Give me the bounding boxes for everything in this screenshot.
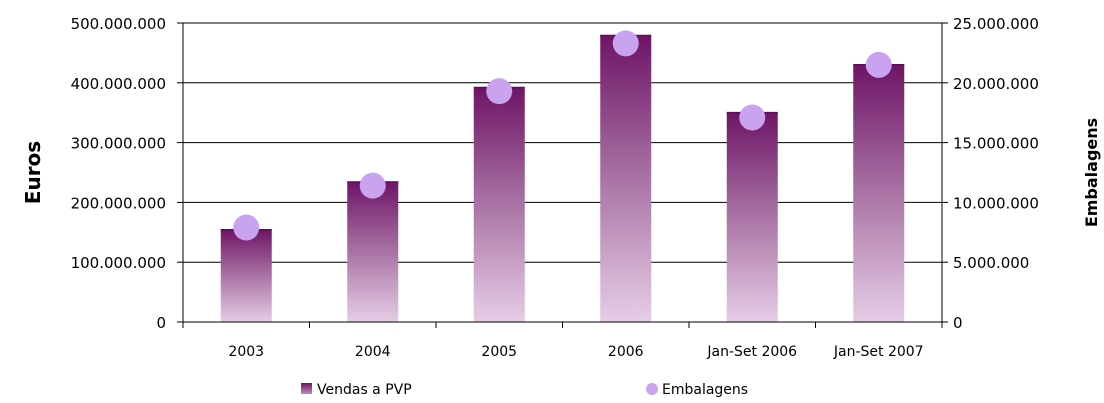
y-tick-label: 300.000.000	[71, 135, 166, 153]
y-tick-label: 100.000.000	[71, 254, 166, 272]
point-embalagens	[612, 30, 639, 57]
bar-vendas	[347, 181, 399, 322]
bar-vendas	[853, 64, 905, 323]
bar-vendas	[600, 34, 652, 323]
x-tick-label: Jan-Set 2007	[833, 344, 924, 360]
x-tick-label: Jan-Set 2006	[706, 344, 797, 360]
x-tick-label: 2004	[355, 344, 391, 360]
legend-label-embalagens: Embalagens	[662, 382, 748, 398]
bar-vendas	[473, 86, 525, 323]
y2-tick-label: 5.000.000	[953, 254, 1029, 272]
y2-tick-label: 0	[953, 314, 963, 332]
points	[233, 30, 892, 241]
point-embalagens	[359, 172, 386, 199]
x-tick-label: 2006	[608, 344, 644, 360]
legend-label-vendas: Vendas a PVP	[317, 382, 412, 398]
legend-swatch-vendas	[301, 383, 312, 394]
y-axis-title: Euros	[21, 141, 45, 204]
y2-tick-label: 20.000.000	[953, 75, 1039, 93]
legend-swatch-embalagens	[646, 383, 658, 395]
gridlines	[183, 22, 942, 263]
y-tick-label: 200.000.000	[71, 194, 166, 212]
y2-tick-label: 15.000.000	[953, 135, 1039, 153]
y-tick-label: 0	[156, 314, 166, 332]
y-tick-label: 500.000.000	[71, 15, 166, 33]
y2-tick-label: 25.000.000	[953, 15, 1039, 33]
legend: Vendas a PVP Embalagens	[301, 382, 748, 398]
point-embalagens	[486, 78, 513, 105]
point-embalagens	[739, 104, 766, 131]
labels: 0 0 100.000.000 5.000.000 200.000.000 10.000.…	[21, 15, 1101, 360]
x-tick-label: 2003	[228, 344, 264, 360]
point-embalagens	[865, 51, 892, 78]
bars	[220, 34, 905, 323]
x-tick-label: 2005	[481, 344, 517, 360]
point-embalagens	[233, 214, 260, 241]
bar-vendas	[220, 229, 272, 322]
y-tick-label: 400.000.000	[71, 75, 166, 93]
bar-vendas	[726, 112, 778, 323]
axes	[177, 22, 948, 328]
y2-tick-label: 10.000.000	[953, 194, 1039, 212]
y2-axis-title: Embalagens	[1082, 118, 1101, 227]
